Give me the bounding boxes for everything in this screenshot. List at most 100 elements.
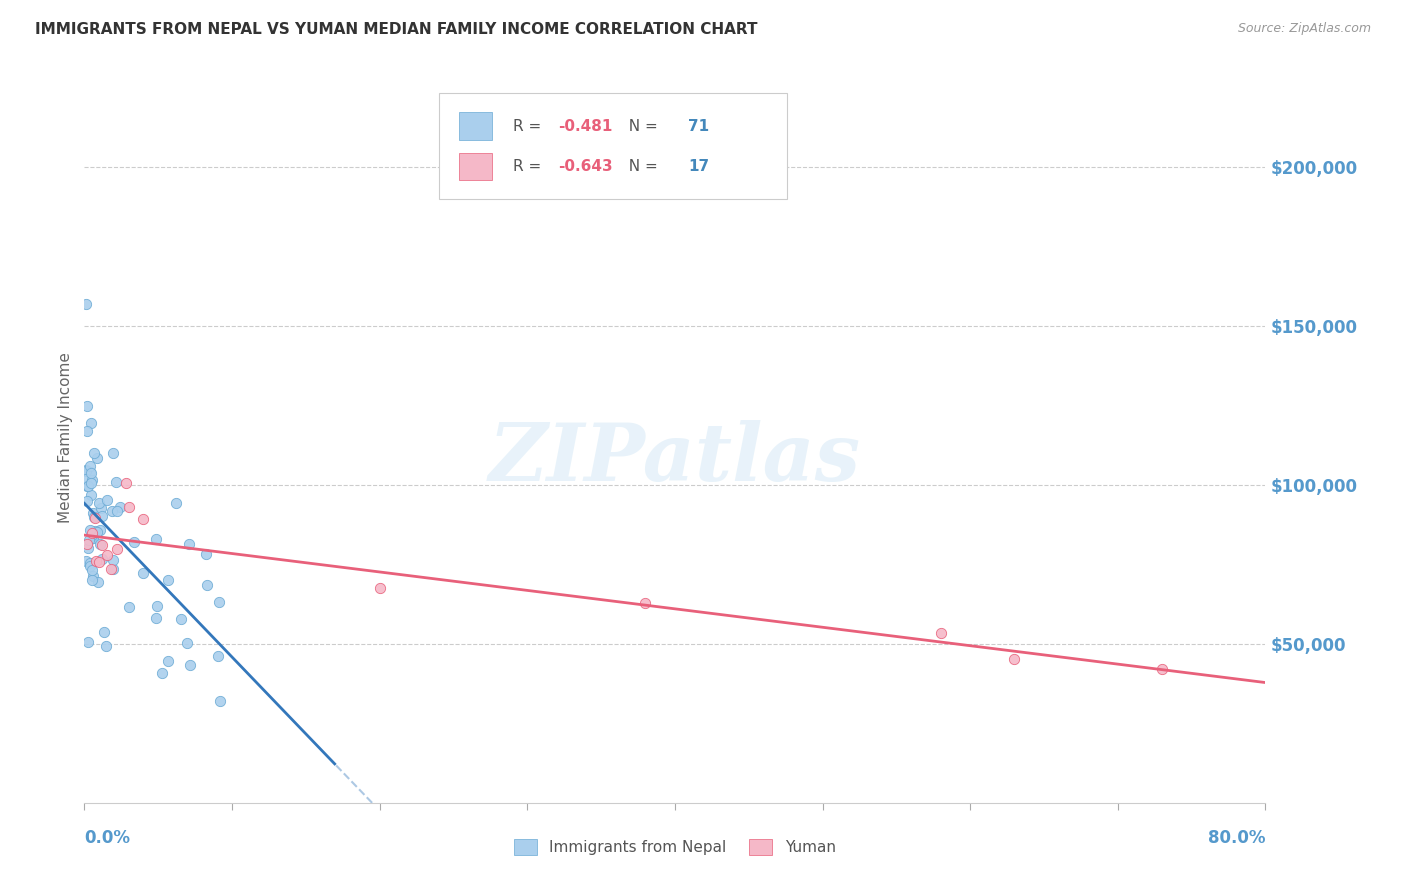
Point <box>170 612 193 626</box>
Y-axis label: Median Family Income: Median Family Income <box>58 351 73 523</box>
Point <box>105 542 128 557</box>
Point <box>114 475 136 490</box>
Text: 0.0%: 0.0% <box>84 829 131 847</box>
Point <box>83 510 105 524</box>
Point <box>132 512 155 526</box>
Text: R =: R = <box>513 159 546 174</box>
Point <box>177 537 200 551</box>
Point <box>195 578 218 592</box>
Point <box>96 548 118 562</box>
Point <box>79 475 101 490</box>
Point <box>107 504 129 518</box>
Point <box>209 694 232 708</box>
Point <box>82 568 104 582</box>
Point <box>146 599 169 613</box>
Point <box>75 472 97 486</box>
Point <box>82 528 104 542</box>
Point <box>176 635 198 649</box>
Point <box>150 665 173 680</box>
Bar <box>458 112 492 140</box>
Point <box>83 509 105 524</box>
Point <box>80 527 103 541</box>
Point <box>77 478 100 492</box>
Point <box>101 562 124 576</box>
Point <box>86 524 108 539</box>
Point <box>80 525 103 540</box>
Point <box>76 494 98 508</box>
Bar <box>458 153 492 180</box>
Point <box>82 573 104 587</box>
Point <box>124 535 146 549</box>
Point <box>166 496 188 510</box>
Point <box>75 554 97 568</box>
Point <box>86 451 108 466</box>
Point <box>77 635 100 649</box>
Point <box>89 496 111 510</box>
Text: N =: N = <box>620 119 664 134</box>
Point <box>83 446 105 460</box>
Point <box>87 575 110 590</box>
Point <box>84 524 107 539</box>
Text: -0.643: -0.643 <box>558 159 613 174</box>
Point <box>101 504 124 518</box>
Point <box>82 506 104 520</box>
Text: -0.481: -0.481 <box>558 119 613 134</box>
Point <box>179 657 201 672</box>
Point <box>80 488 103 502</box>
Point <box>108 500 131 514</box>
Point <box>77 533 100 547</box>
Point <box>76 399 98 413</box>
Point <box>207 648 229 663</box>
Point <box>118 500 141 514</box>
Point <box>157 654 180 668</box>
Point <box>104 475 127 489</box>
Text: ZIPatlas: ZIPatlas <box>489 420 860 498</box>
Point <box>79 559 101 574</box>
Text: Source: ZipAtlas.com: Source: ZipAtlas.com <box>1237 22 1371 36</box>
Point <box>75 296 97 310</box>
Point <box>79 466 101 480</box>
Point <box>194 547 217 561</box>
Text: N =: N = <box>620 159 664 174</box>
Point <box>80 466 103 480</box>
Point <box>118 599 141 614</box>
Point <box>929 626 952 640</box>
Point <box>90 501 112 516</box>
Point <box>368 581 391 595</box>
Text: 71: 71 <box>688 119 709 134</box>
Legend: Immigrants from Nepal, Yuman: Immigrants from Nepal, Yuman <box>508 833 842 861</box>
Text: 17: 17 <box>688 159 709 174</box>
Point <box>76 424 98 438</box>
Point <box>77 541 100 556</box>
Point <box>100 562 122 576</box>
Point <box>76 479 98 493</box>
Point <box>94 639 117 653</box>
Point <box>87 555 111 569</box>
Point <box>1150 662 1173 676</box>
Point <box>157 573 180 587</box>
Point <box>634 596 657 610</box>
Point <box>89 537 111 551</box>
Point <box>84 554 107 568</box>
Text: 80.0%: 80.0% <box>1208 829 1265 847</box>
FancyBboxPatch shape <box>439 94 787 200</box>
Point <box>82 531 104 545</box>
Point <box>132 566 155 580</box>
Point <box>75 463 97 477</box>
Point <box>96 493 118 508</box>
Text: R =: R = <box>513 119 546 134</box>
Point <box>80 473 103 487</box>
Point <box>93 624 115 639</box>
Point <box>75 464 97 478</box>
Point <box>89 523 111 537</box>
Point <box>145 532 167 546</box>
Point <box>1004 652 1026 666</box>
Point <box>76 537 98 551</box>
Point <box>208 595 231 609</box>
Point <box>79 523 101 537</box>
Point <box>91 538 114 552</box>
Point <box>91 551 114 566</box>
Point <box>80 563 103 577</box>
Point <box>79 459 101 474</box>
Text: IMMIGRANTS FROM NEPAL VS YUMAN MEDIAN FAMILY INCOME CORRELATION CHART: IMMIGRANTS FROM NEPAL VS YUMAN MEDIAN FA… <box>35 22 758 37</box>
